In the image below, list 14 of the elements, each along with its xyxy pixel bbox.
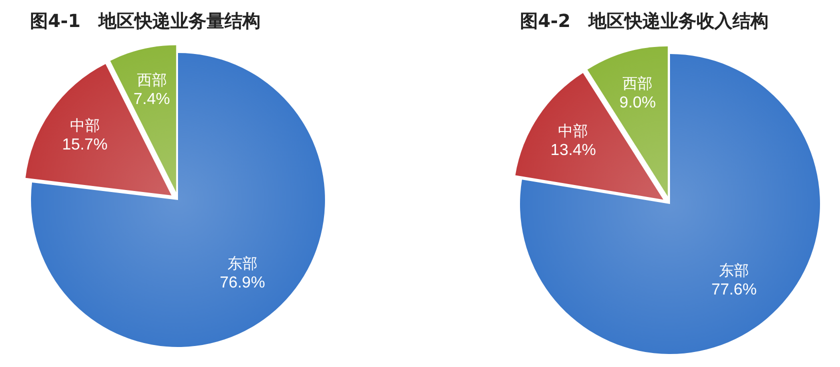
slice-label: 东部 [719, 262, 750, 280]
slice-label: 中部 [558, 123, 588, 140]
slice-label: 东部 [227, 256, 258, 273]
slice-label: 西部 [136, 72, 167, 90]
data-label: 7.4% [134, 91, 170, 108]
data-label: 77.6% [711, 281, 757, 298]
slice-label: 西部 [622, 76, 653, 93]
data-label: 15.7% [62, 136, 108, 154]
chart-title: 图4-1 地区快递业务量结构 [30, 11, 261, 32]
chart-title: 图4-2 地区快递业务收入结构 [520, 11, 769, 32]
data-label: 13.4% [550, 142, 596, 160]
slice-label: 中部 [70, 118, 100, 135]
data-label: 76.9% [220, 274, 266, 292]
data-label: 9.0% [619, 94, 656, 112]
